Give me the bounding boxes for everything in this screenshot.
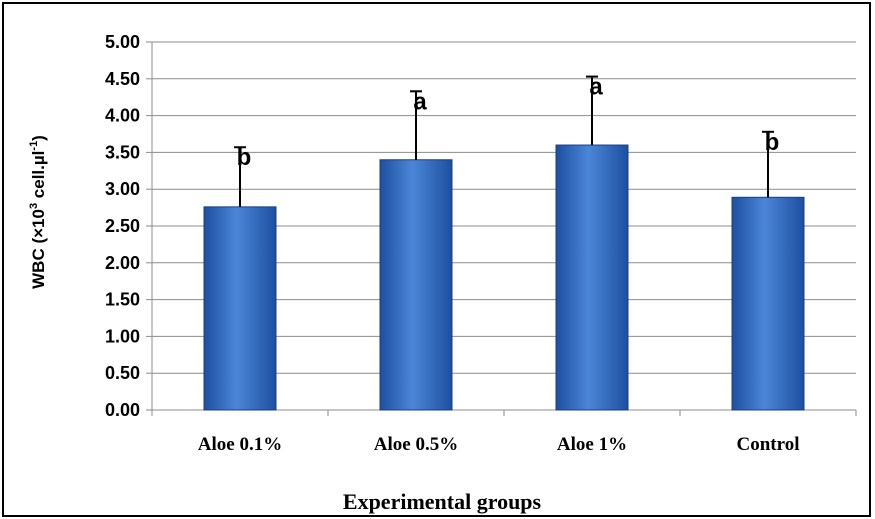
y-tick-label: 2.00 (105, 253, 140, 273)
significance-label: b (237, 144, 252, 171)
y-tick-label: 0.50 (105, 363, 140, 383)
labels: 0.00 0.50 1.00 1.50 2.00 2.50 3.00 3.50 4.00 4.50… (105, 32, 800, 455)
x-tick-label: Aloe 0.1% (198, 434, 282, 455)
x-tick-label: Aloe 1% (557, 434, 627, 455)
y-tick-label: 3.00 (105, 179, 140, 199)
bar (731, 196, 805, 411)
y-tick-label: 2.50 (105, 216, 140, 236)
y-tick-label: 1.50 (105, 290, 140, 310)
y-axis-title-suffix: ) (29, 135, 48, 141)
y-tick-label: 4.50 (105, 69, 140, 89)
bar (555, 144, 629, 411)
y-tick-label: 0.00 (105, 400, 140, 420)
y-axis-title-sup2: -1 (28, 141, 40, 151)
significance-label: b (765, 129, 780, 156)
y-axis-title-sup1: 3 (28, 203, 40, 209)
y-tick-label: 1.00 (105, 326, 140, 346)
significance-label: a (413, 88, 427, 115)
y-axis-title-middle: cell.µl (29, 151, 48, 203)
y-axis-title-prefix: WBC (×10 (29, 209, 48, 289)
x-tick-label: Aloe 0.5% (374, 434, 458, 455)
y-tick-label: 5.00 (105, 32, 140, 52)
x-axis-title: Experimental groups (343, 489, 542, 514)
y-axis-title: WBC (×103 cell.µl-1) (28, 135, 48, 289)
bar-chart: 0.00 0.50 1.00 1.50 2.00 2.50 3.00 3.50 4.00 4.50… (28, 32, 857, 514)
y-tick-label: 3.50 (105, 142, 140, 162)
y-tick-label: 4.00 (105, 106, 140, 126)
significance-label: a (589, 74, 603, 101)
bar (379, 159, 453, 411)
x-tick-label: Control (737, 434, 800, 455)
bar (203, 206, 277, 411)
bars (203, 75, 805, 411)
